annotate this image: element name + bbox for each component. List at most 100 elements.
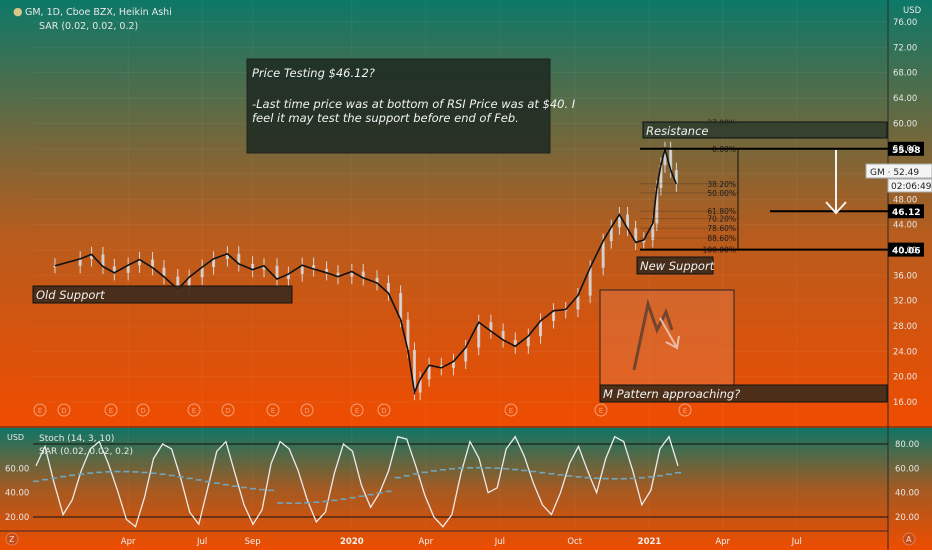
dividend-marker-icon[interactable]: [57, 403, 71, 417]
sar-dot: [467, 466, 474, 469]
candle-body: [406, 319, 410, 351]
price-tick-label: 56.00: [893, 145, 917, 155]
level-tag-label: 55.98: [892, 146, 920, 156]
osc-left-tick: 20.00: [5, 513, 29, 523]
price-line: [54, 146, 678, 396]
earnings-marker-icon[interactable]: [594, 403, 608, 417]
price-tick-label: 68.00: [893, 69, 917, 79]
sar-dot: [457, 467, 464, 469]
marker-glyph: D: [381, 407, 386, 415]
fib-level-label: 78.60%: [707, 224, 736, 233]
marker-glyph: E: [599, 407, 603, 415]
resistance-zone[interactable]: [642, 121, 888, 139]
current-price-text: GM · 52.49: [870, 168, 919, 178]
symbol-legend[interactable]: GM, 1D, Cboe BZX, Heikin Ashi: [25, 7, 172, 18]
sar-dot: [367, 493, 374, 496]
candle-body: [112, 266, 116, 273]
m-pattern-zone[interactable]: [599, 384, 888, 403]
note-box[interactable]: [246, 58, 551, 154]
candle-body: [539, 320, 543, 337]
m-pattern-arrow-head-icon: [665, 335, 680, 350]
sar-dot: [105, 471, 112, 473]
down-arrow-head-icon: [825, 201, 847, 215]
sar-dot: [376, 492, 383, 494]
candle-body: [576, 295, 580, 310]
sar-dot: [494, 467, 501, 469]
time-axis[interactable]: Apr Jul Sep 2020 Apr Jul Oct 2021 Apr Jul: [121, 537, 802, 547]
candle-body: [513, 339, 517, 347]
candle-body: [176, 276, 180, 290]
marker-glyph: E: [109, 407, 113, 415]
candle-body: [464, 347, 468, 362]
level-tag-label: 46.12: [892, 208, 920, 218]
sar-dot: [530, 470, 537, 473]
sar-dot: [629, 477, 636, 480]
sar-dot: [222, 483, 229, 486]
stoch-legend[interactable]: Stoch (14, 3, 10): [39, 434, 114, 444]
sar-legend[interactable]: SAR (0.02, 0.02, 0.2): [39, 21, 138, 32]
earnings-marker-icon[interactable]: [350, 403, 364, 417]
osc-sar-legend[interactable]: SAR (0.02, 0.02, 0.2): [39, 447, 133, 457]
candle-body: [674, 170, 678, 185]
sar-dot: [584, 476, 591, 479]
sar-dot: [69, 474, 76, 477]
m-pattern-drawing[interactable]: [632, 298, 680, 371]
fib-level-label: 88.60%: [707, 234, 736, 243]
earnings-marker-icon[interactable]: [33, 403, 47, 417]
earnings-marker-icon[interactable]: [266, 403, 280, 417]
m-pattern-arrow: [659, 317, 677, 347]
candle-body: [601, 241, 605, 268]
sar-dot: [177, 476, 184, 478]
osc-right-tick: 60.00: [895, 464, 919, 474]
m-pattern-box[interactable]: [599, 289, 735, 386]
candle-body: [451, 361, 455, 368]
earnings-marker-icon[interactable]: [104, 403, 118, 417]
old-support-zone[interactable]: [32, 285, 293, 304]
marker-glyph: E: [683, 407, 687, 415]
new-support-zone[interactable]: [636, 256, 714, 275]
marker-glyph: D: [140, 407, 145, 415]
old-support-label: Old Support: [36, 288, 105, 302]
sar-dot: [638, 476, 645, 479]
candle-body: [336, 272, 340, 277]
auto-scale-icon[interactable]: [902, 532, 916, 546]
candle-body: [669, 149, 673, 171]
timezone-icon[interactable]: [5, 532, 19, 546]
dividend-marker-icon[interactable]: [136, 403, 150, 417]
earnings-marker-icon[interactable]: [187, 403, 201, 417]
candle-body: [90, 254, 94, 259]
osc-unit: USD: [7, 433, 24, 442]
price-tick-label: 32.00: [893, 297, 917, 307]
candle-body: [325, 269, 329, 273]
candle-body: [626, 214, 630, 229]
earnings-marker-icon[interactable]: [504, 403, 518, 417]
dividend-marker-icon[interactable]: [221, 403, 235, 417]
earnings-marker-icon[interactable]: [678, 403, 692, 417]
sar-dot: [313, 501, 320, 504]
dividend-marker-icon[interactable]: [300, 403, 314, 417]
sar-dot: [331, 499, 338, 502]
level-tag-label: 40.06: [892, 247, 920, 257]
time-tick-label: Oct: [567, 537, 582, 547]
candle-body: [609, 227, 613, 242]
horizontal-levels[interactable]: 55.98 46.12 40.06: [640, 141, 924, 257]
current-price-tag[interactable]: [865, 163, 932, 179]
candle-body: [275, 265, 279, 280]
sar-dot: [33, 480, 39, 483]
sar-dot: [78, 473, 85, 475]
dividend-marker-icon[interactable]: [377, 403, 391, 417]
time-tick-label: Sep: [245, 537, 261, 547]
candle-body: [225, 253, 229, 259]
price-tick-label: 24.00: [893, 347, 917, 357]
level-tag: [888, 242, 924, 257]
candle-body: [439, 365, 443, 368]
sar-dot: [548, 472, 555, 475]
sar-dot: [123, 470, 130, 473]
sar-dot: [259, 488, 266, 491]
marker-glyph: D: [61, 407, 66, 415]
sar-dot: [448, 468, 455, 470]
candle-body: [151, 259, 155, 268]
stoch-line: [35, 435, 679, 528]
